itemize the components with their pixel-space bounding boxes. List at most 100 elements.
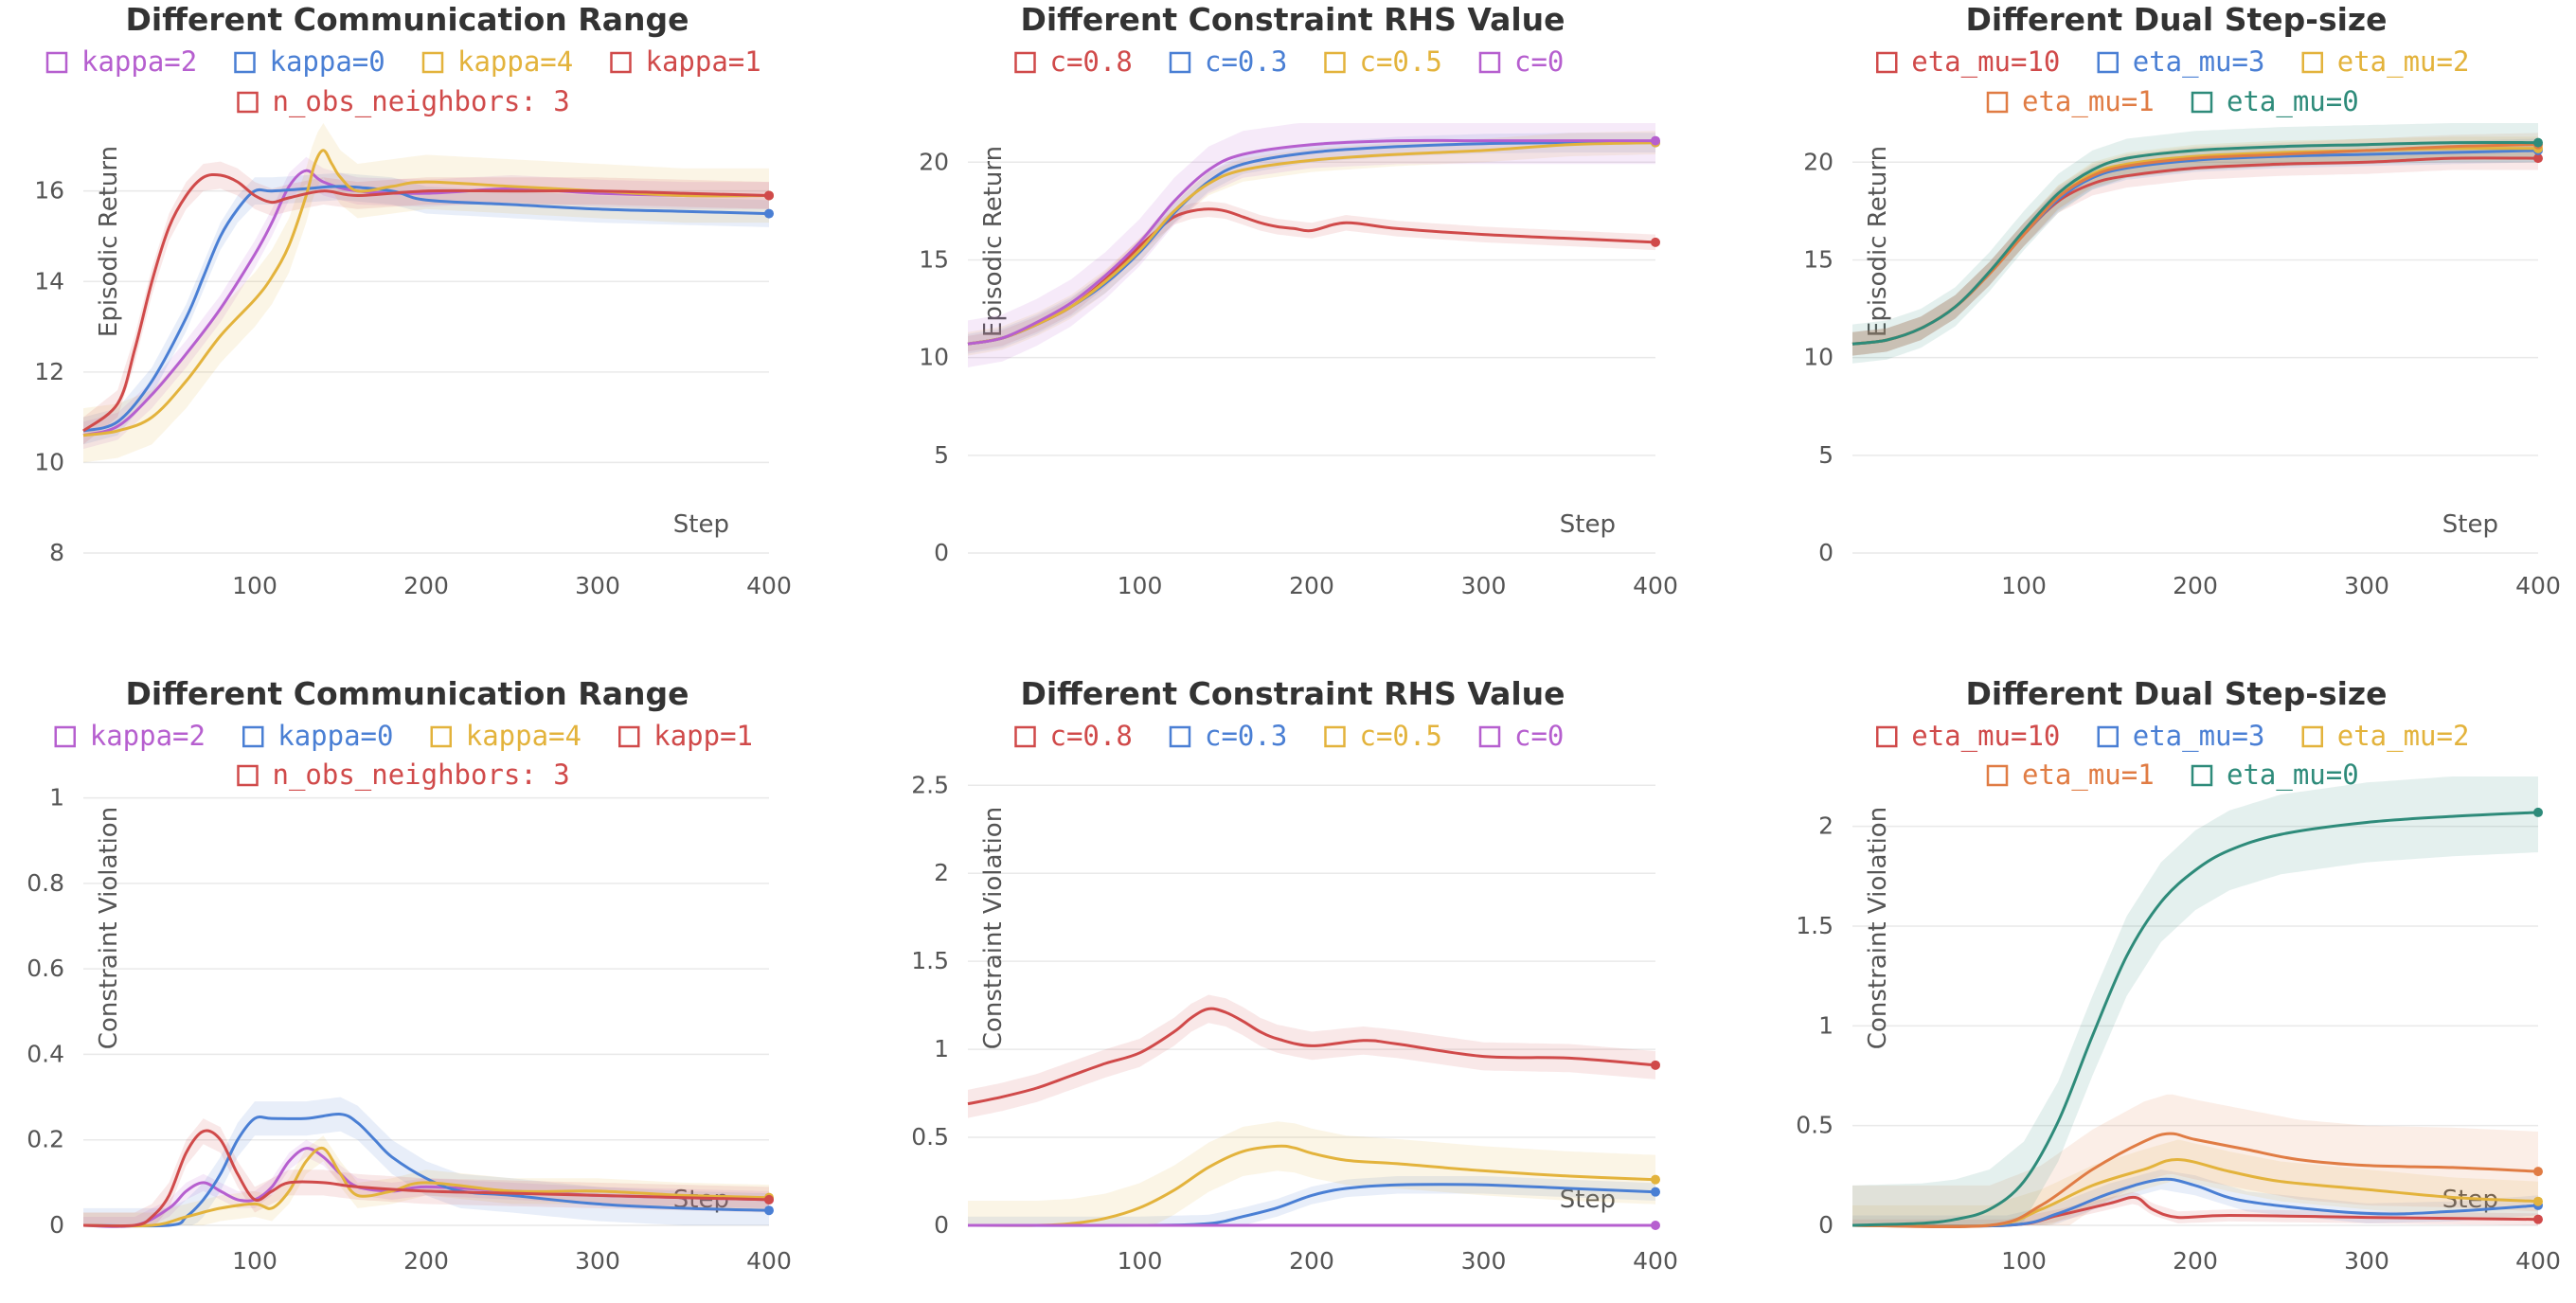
series-line: [82, 185, 770, 433]
series-band: [1852, 146, 2538, 356]
series-line: [82, 1129, 770, 1228]
series-band: [1852, 138, 2538, 356]
legend-swatch: [45, 51, 68, 74]
legend-item[interactable]: kappa=2: [54, 720, 206, 752]
legend-label: kappa=2: [90, 720, 206, 752]
x-tick-label: 300: [575, 1247, 620, 1275]
legend-item[interactable]: kappa=4: [421, 45, 573, 78]
legend-item[interactable]: n_obs_neighbors: 3: [237, 759, 570, 792]
legend-label: eta_mu=2: [2337, 45, 2470, 79]
legend-label: n_obs_neighbors: 3: [273, 759, 570, 792]
series-line: [1852, 1132, 2539, 1229]
x-tick-label: 100: [2001, 1247, 2047, 1275]
legend-item[interactable]: kappa=2: [45, 45, 197, 78]
legend-label: eta_mu=1: [2022, 759, 2155, 792]
legend-item[interactable]: c=0.3: [1169, 720, 1287, 752]
series-end-point: [2533, 807, 2543, 817]
legend-item[interactable]: eta_mu=1: [1986, 759, 2155, 792]
legend-item[interactable]: n_obs_neighbors: 3: [237, 85, 570, 118]
x-tick-label: 300: [1461, 1247, 1507, 1275]
legend-item[interactable]: eta_mu=10: [1876, 45, 2060, 79]
legend-label: eta_mu=0: [2227, 759, 2359, 792]
legend-item[interactable]: eta_mu=2: [2301, 720, 2470, 753]
legend-item[interactable]: eta_mu=10: [1876, 720, 2060, 753]
legend-swatch: [234, 51, 256, 74]
chart-title: Different Constraint RHS Value: [1020, 675, 1565, 712]
legend-item[interactable]: c=0.3: [1169, 45, 1287, 78]
series-band: [1852, 1169, 2538, 1225]
legend-item[interactable]: c=0.8: [1014, 720, 1133, 752]
legend-item[interactable]: c=0.5: [1324, 45, 1442, 78]
y-tick-label: 2: [934, 859, 949, 886]
chart-title: Different Communication Range: [126, 675, 689, 712]
legend-swatch: [1478, 725, 1501, 748]
legend-label: kappa=1: [646, 45, 761, 78]
legend-label: n_obs_neighbors: 3: [273, 85, 570, 118]
legend-item[interactable]: kappa=4: [430, 720, 581, 752]
x-tick-label: 400: [746, 572, 792, 599]
y-axis-label: Episodic Return: [1864, 146, 1892, 337]
legend-item[interactable]: kappa=0: [242, 720, 393, 752]
y-tick-label: 10: [919, 344, 949, 371]
x-tick-label: 400: [1633, 1247, 1678, 1275]
x-tick-label: 100: [1118, 1247, 1163, 1275]
series-line: [967, 1007, 1656, 1106]
legend-label: eta_mu=3: [2133, 720, 2265, 753]
legend-label: eta_mu=3: [2133, 45, 2265, 79]
series-end-point: [2533, 137, 2543, 148]
y-tick-label: 1.5: [911, 947, 949, 974]
series-band: [1852, 1094, 2538, 1225]
legend-label: kappa=4: [457, 45, 573, 78]
legend-swatch: [1478, 51, 1501, 74]
chart-panel: 8 10 12 14 16 100 200 300 400 Step Episodic Return…: [34, 1, 792, 599]
series-end-point: [1651, 1187, 1660, 1197]
legend-item[interactable]: eta_mu=1: [1986, 85, 2155, 118]
legend-item[interactable]: c=0: [1478, 45, 1564, 78]
y-tick-label: 12: [34, 358, 64, 385]
legend-item[interactable]: eta_mu=0: [2191, 759, 2359, 792]
y-tick-label: 14: [34, 267, 64, 295]
legend-swatch: [1986, 764, 2009, 787]
x-tick-label: 100: [232, 1247, 277, 1275]
y-tick-label: 0: [934, 1211, 949, 1239]
legend-label: kappa=0: [277, 720, 393, 752]
legend-item[interactable]: eta_mu=0: [2191, 85, 2359, 118]
series-line: [82, 172, 770, 433]
y-tick-label: 0: [934, 539, 949, 566]
series-end-point: [1651, 237, 1660, 247]
legend-label: c=0.3: [1205, 720, 1287, 752]
series-band: [83, 161, 769, 445]
legend-label: kappa=2: [81, 45, 197, 78]
legend-item[interactable]: eta_mu=2: [2301, 45, 2470, 79]
y-axis-label: Constraint Violation: [1864, 807, 1892, 1049]
legend-item[interactable]: c=0.5: [1324, 720, 1442, 752]
series-line: [82, 169, 770, 437]
legend-label: c=0: [1514, 45, 1564, 78]
y-tick-label: 1.5: [1796, 912, 1834, 939]
y-tick-label: 5: [1818, 441, 1834, 469]
y-tick-label: 8: [49, 539, 64, 566]
legend-item[interactable]: kapp=1: [618, 720, 753, 752]
chart-panel: 0 5 10 15 20 100 200 300 400 Step Episodic Return D…: [1803, 1, 2561, 599]
series-band: [968, 994, 1655, 1118]
legend-swatch: [1324, 51, 1346, 74]
y-tick-label: 0.4: [27, 1040, 64, 1067]
legend-item[interactable]: eta_mu=3: [2097, 720, 2265, 753]
series-band: [968, 201, 1655, 352]
y-tick-label: 1: [1818, 1011, 1834, 1039]
legend-label: kappa=0: [270, 45, 385, 78]
legend-item[interactable]: c=0.8: [1014, 45, 1133, 78]
legend-item[interactable]: eta_mu=3: [2097, 45, 2265, 79]
legend-item[interactable]: c=0: [1478, 720, 1564, 752]
legend-item[interactable]: kappa=1: [610, 45, 761, 78]
x-tick-label: 200: [1289, 572, 1334, 599]
series-end-point: [1651, 135, 1660, 146]
series-band: [83, 123, 769, 463]
x-axis-label: Step: [2442, 510, 2498, 539]
legend-swatch: [1014, 51, 1036, 74]
legend-item[interactable]: kappa=0: [234, 45, 385, 78]
series-line: [82, 1146, 770, 1228]
series-line: [82, 1113, 770, 1228]
legend-swatch: [2301, 51, 2323, 74]
series-end-point: [764, 1205, 774, 1216]
